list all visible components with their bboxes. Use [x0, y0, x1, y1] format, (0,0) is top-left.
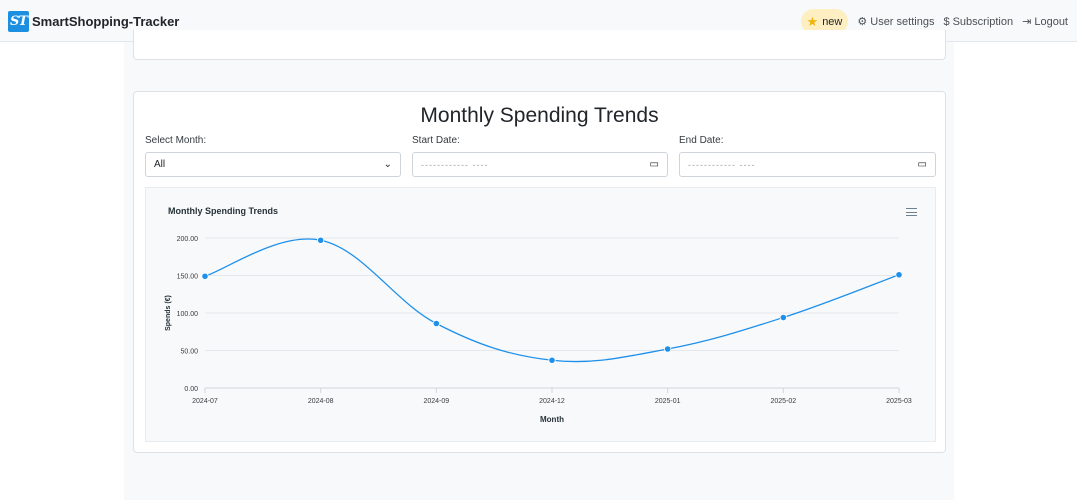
- month-select[interactable]: All ⌄: [145, 152, 401, 177]
- logout-icon: ⇥: [1022, 16, 1032, 28]
- logo-icon: ST: [8, 11, 29, 32]
- y-tick-label: 100.00: [177, 311, 199, 318]
- previous-card: [133, 30, 946, 60]
- month-label: Select Month:: [145, 135, 207, 146]
- calendar-icon[interactable]: ▭: [917, 159, 927, 170]
- data-point: [664, 345, 672, 353]
- y-tick-label: 0.00: [184, 386, 198, 393]
- month-select-value: All: [154, 159, 166, 170]
- user-settings-link[interactable]: ⚙ User settings: [857, 9, 934, 34]
- x-tick-label: 2024-07: [192, 398, 218, 405]
- data-point: [201, 272, 209, 280]
- subscription-label: Subscription: [952, 15, 1014, 28]
- x-tick-label: 2025-01: [655, 398, 681, 405]
- end-date-placeholder: ------------ ----: [688, 159, 756, 170]
- nav-links: ★ new ⚙ User settings $ Subscription ⇥ L…: [800, 9, 1068, 34]
- gear-icon: ⚙: [857, 16, 868, 28]
- x-axis-title: Month: [540, 415, 564, 424]
- chart-title: Monthly Spending Trends: [168, 206, 278, 216]
- chart-container: 0.00 50.00 100.00 150.00 200.00 2024-07 2024-0…: [145, 187, 936, 442]
- start-date-placeholder: ------------ ----: [421, 159, 489, 170]
- new-badge[interactable]: ★ new: [800, 9, 849, 34]
- subscription-link[interactable]: $ Subscription: [943, 9, 1013, 34]
- data-point: [548, 356, 556, 364]
- x-tick-label: 2024-12: [539, 398, 565, 405]
- data-point: [317, 236, 325, 244]
- y-tick-label: 200.00: [177, 236, 199, 243]
- x-tick-label: 2025-02: [770, 398, 796, 405]
- spending-trends-card: Monthly Spending Trends Select Month: Al…: [133, 91, 946, 453]
- end-date-label: End Date:: [679, 135, 724, 146]
- dollar-icon: $: [943, 15, 950, 28]
- y-axis-title: Spends (€): [165, 295, 172, 331]
- line-chart: 0.00 50.00 100.00 150.00 200.00 2024-07 2024-0…: [165, 236, 912, 424]
- star-icon: ★: [806, 13, 819, 29]
- start-date-label: Start Date:: [412, 135, 460, 146]
- logout-label: Logout: [1034, 15, 1068, 28]
- end-date-input[interactable]: ------------ ---- ▭: [679, 152, 936, 177]
- logout-link[interactable]: ⇥ Logout: [1022, 9, 1068, 34]
- y-tick-label: 150.00: [177, 274, 199, 281]
- x-tick-label: 2024-08: [308, 398, 334, 405]
- chevron-down-icon: ⌄: [383, 159, 392, 170]
- brand-link[interactable]: ST SmartShopping-Tracker: [8, 11, 179, 32]
- y-tick-label: 50.00: [180, 349, 198, 356]
- data-point: [432, 319, 440, 328]
- user-settings-label: User settings: [870, 15, 935, 28]
- start-date-input[interactable]: ------------ ---- ▭: [412, 152, 668, 177]
- x-tick-label: 2024-09: [423, 398, 449, 405]
- series-line: [204, 238, 900, 363]
- data-point: [779, 313, 787, 322]
- new-badge-label: new: [822, 15, 843, 28]
- card-title: Monthly Spending Trends: [420, 104, 659, 127]
- calendar-icon[interactable]: ▭: [649, 159, 659, 170]
- data-point: [895, 271, 903, 279]
- brand-name: SmartShopping-Tracker: [32, 14, 180, 29]
- x-tick-label: 2025-03: [886, 398, 912, 405]
- menu-icon[interactable]: [906, 208, 917, 216]
